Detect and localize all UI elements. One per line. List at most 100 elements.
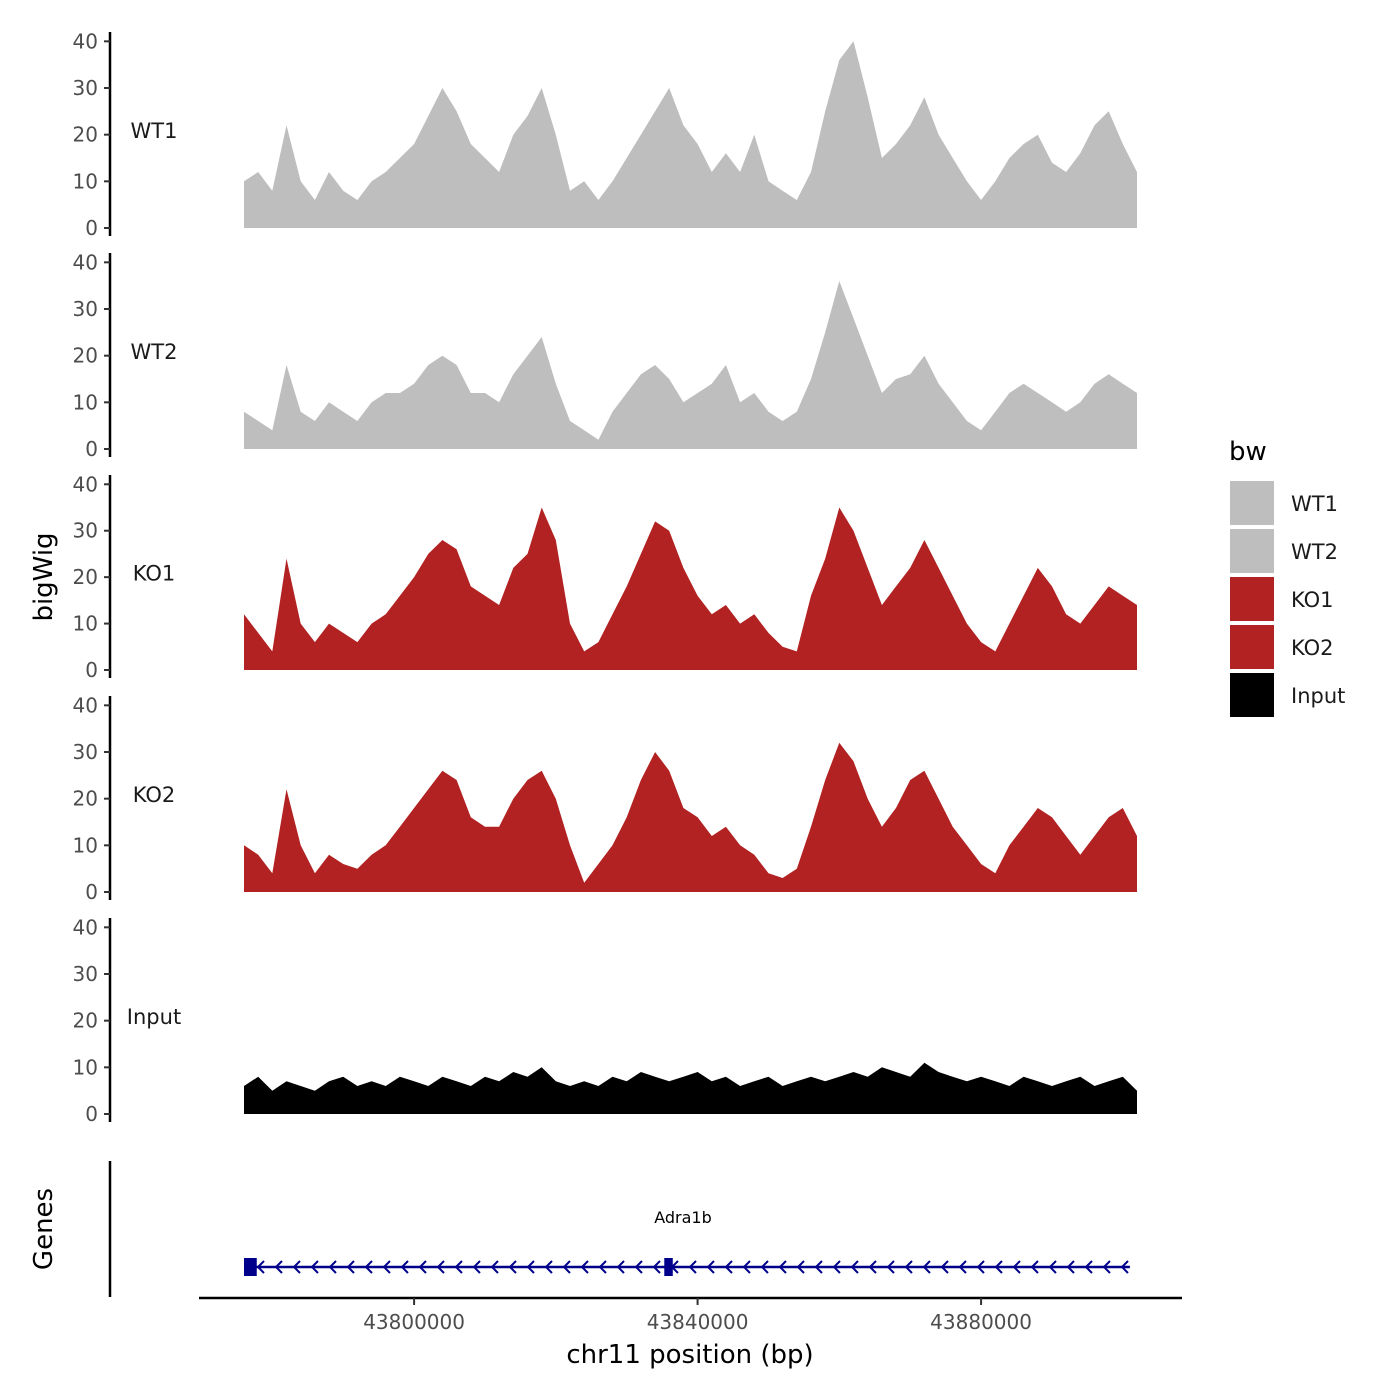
y-tick-label: 30 (73, 519, 98, 543)
track-label: WT1 (131, 119, 178, 143)
y-tick-label: 40 (73, 693, 98, 717)
y-tick-label: 10 (73, 1055, 98, 1079)
strand-arrow (346, 1260, 355, 1274)
track-label: WT2 (131, 340, 178, 364)
y-tick-label: 0 (85, 437, 98, 461)
strand-arrow (634, 1260, 643, 1274)
strand-arrow (742, 1260, 751, 1274)
legend-swatch-ko1 (1230, 577, 1274, 621)
strand-arrow (850, 1260, 859, 1274)
y-tick-label: 30 (73, 76, 98, 100)
y-tick-label: 20 (73, 565, 98, 589)
y-tick-label: 0 (85, 880, 98, 904)
signal-area-wt2 (244, 281, 1137, 449)
legend-swatch-wt2 (1230, 529, 1274, 573)
y-tick-label: 10 (73, 390, 98, 414)
strand-arrow (814, 1260, 823, 1274)
strand-arrow (616, 1260, 625, 1274)
strand-arrow (868, 1260, 877, 1274)
strand-arrow (1084, 1260, 1093, 1274)
y-axis-title: bigWig (29, 532, 59, 621)
legend-swatch-input (1230, 673, 1274, 717)
strand-arrow (454, 1260, 463, 1274)
strand-arrow (1012, 1260, 1021, 1274)
signal-area-ko2 (244, 742, 1137, 892)
y-tick-label: 30 (73, 740, 98, 764)
y-tick-label: 40 (73, 29, 98, 53)
legend-label-wt1: WT1 (1291, 492, 1338, 516)
legend: bw WT1 WT2 KO1 KO2 Input (1229, 437, 1345, 717)
strand-arrow (688, 1260, 697, 1274)
y-tick-label: 30 (73, 962, 98, 986)
strand-arrow (958, 1260, 967, 1274)
strand-arrow (418, 1260, 427, 1274)
track-label: KO2 (133, 783, 176, 807)
y-tick-label: 20 (73, 1009, 98, 1033)
track-ko2: 0 10 20 30 40 KO2 (73, 693, 1137, 904)
strand-arrow (760, 1260, 769, 1274)
signal-area-ko1 (244, 507, 1137, 670)
legend-label-ko2: KO2 (1291, 636, 1334, 660)
strand-arrow (904, 1260, 913, 1274)
strand-arrow (1048, 1260, 1057, 1274)
track-wt1: 0 10 20 30 40 WT1 (73, 29, 1137, 240)
strand-arrow (1120, 1260, 1129, 1274)
strand-arrow (922, 1260, 931, 1274)
strand-arrow (580, 1260, 589, 1274)
strand-arrow (292, 1260, 301, 1274)
gene-exon (664, 1258, 673, 1276)
legend-label-input: Input (1291, 684, 1345, 708)
legend-swatch-wt1 (1230, 481, 1274, 525)
strand-arrow (544, 1260, 553, 1274)
strand-arrow (832, 1260, 841, 1274)
y-tick-label: 0 (85, 216, 98, 240)
strand-arrow (562, 1260, 571, 1274)
strand-arrow (724, 1260, 733, 1274)
legend-label-wt2: WT2 (1291, 540, 1338, 564)
y-tick-label: 20 (73, 787, 98, 811)
signal-area-wt1 (244, 41, 1137, 228)
strand-arrow (976, 1260, 985, 1274)
strand-arrow (508, 1260, 517, 1274)
y-tick-label: 40 (73, 250, 98, 274)
legend-label-ko1: KO1 (1291, 588, 1334, 612)
gene-name-label: Adra1b (654, 1208, 712, 1227)
y-tick-label: 40 (73, 472, 98, 496)
y-tick-label: 40 (73, 915, 98, 939)
strand-arrow (940, 1260, 949, 1274)
strand-arrow (1102, 1260, 1111, 1274)
tracks-layer: 0 10 20 30 40 WT1 0 10 20 30 40 WT2 0 10 20 30 40 KO1 0 10 2… (73, 29, 1137, 1126)
strand-arrow (256, 1260, 265, 1274)
strand-arrow (796, 1260, 805, 1274)
strand-arrow (364, 1260, 373, 1274)
x-tick-label: 43880000 (930, 1310, 1032, 1334)
strand-arrow (778, 1260, 787, 1274)
y-tick-label: 10 (73, 169, 98, 193)
signal-area-input (244, 1062, 1137, 1114)
strand-arrow (886, 1260, 895, 1274)
y-tick-label: 0 (85, 658, 98, 682)
strand-arrow (1030, 1260, 1039, 1274)
strand-arrow (274, 1260, 283, 1274)
x-tick-label: 43840000 (647, 1310, 749, 1334)
genes-panel: Adra1b (108, 1161, 1130, 1297)
track-ko1: 0 10 20 30 40 KO1 (73, 472, 1137, 682)
y-tick-label: 10 (73, 833, 98, 857)
strand-arrow (490, 1260, 499, 1274)
strand-arrow (472, 1260, 481, 1274)
gene-exon (244, 1258, 257, 1276)
genes-axis-title: Genes (29, 1188, 59, 1270)
y-tick-label: 0 (85, 1102, 98, 1126)
x-tick-label: 43800000 (363, 1310, 465, 1334)
track-input: 0 10 20 30 40 Input (73, 915, 1137, 1126)
legend-title: bw (1229, 437, 1267, 467)
strand-arrow (310, 1260, 319, 1274)
x-axis-title: chr11 position (bp) (566, 1340, 813, 1370)
track-label: KO1 (133, 562, 176, 586)
strand-arrow (994, 1260, 1003, 1274)
track-label: Input (127, 1005, 181, 1029)
strand-arrow (652, 1260, 661, 1274)
x-axis: 43800000 43840000 43880000 (199, 1296, 1182, 1334)
y-tick-label: 20 (73, 344, 98, 368)
